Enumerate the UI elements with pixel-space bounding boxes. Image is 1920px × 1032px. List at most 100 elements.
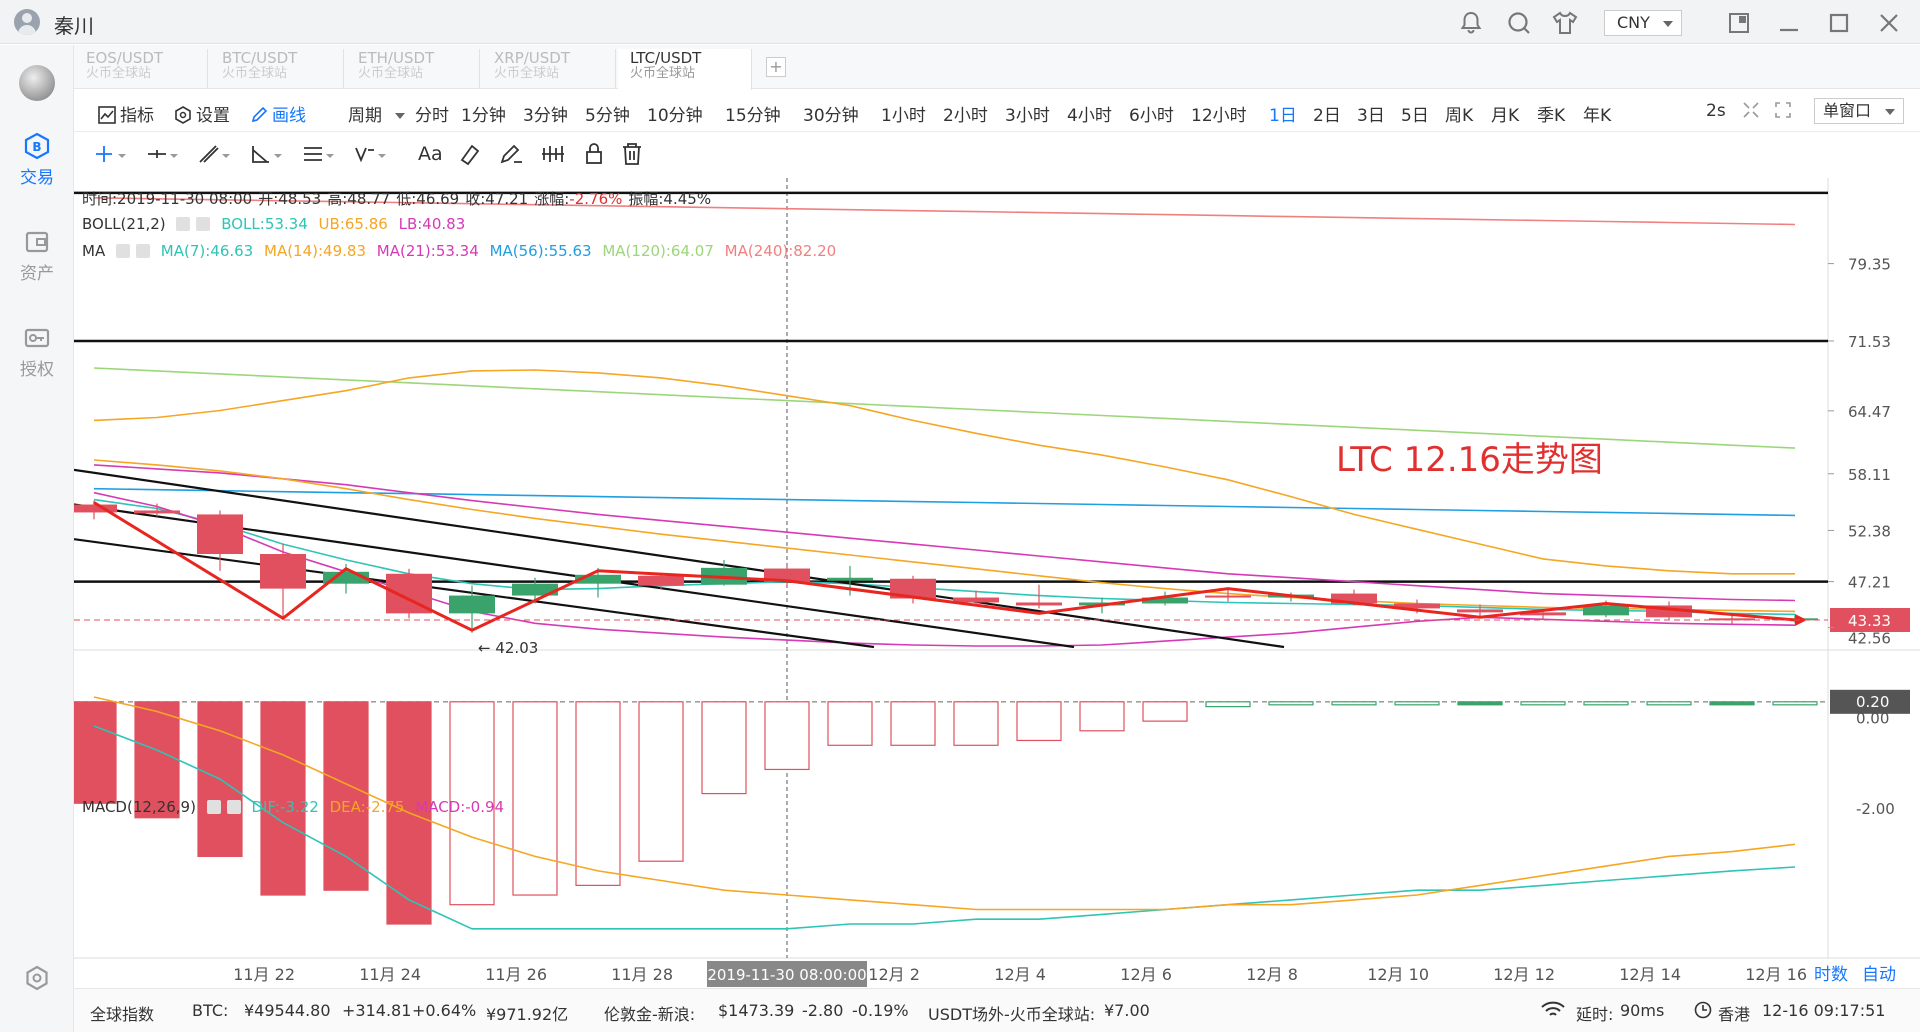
period-dropdown[interactable]: 周期 (348, 101, 406, 126)
indicator-label: 指标 (120, 106, 154, 126)
period-option[interactable]: 3小时 (1005, 106, 1050, 126)
ohlc-info-line: 时间:2019-11-30 08:00 开:48.53 高:48.77 低:46.69… (82, 188, 717, 209)
tab-btc-usdt[interactable]: BTC/USDT 火币全球站 (210, 49, 344, 89)
crosshair-tool[interactable] (94, 142, 128, 166)
indicator-settings-icon[interactable] (115, 244, 130, 258)
period-option[interactable]: 1小时 (881, 106, 926, 126)
time-tick-label: 12月 4 (994, 965, 1046, 984)
add-tab-button[interactable]: + (766, 57, 786, 77)
horizontal-line-tool[interactable] (146, 142, 180, 166)
macd-histogram-bar (1142, 701, 1188, 722)
period-option[interactable]: 季K (1537, 106, 1566, 126)
fibonacci-tool[interactable] (354, 142, 388, 166)
screenshot-icon[interactable] (1774, 101, 1792, 124)
sidebar-item-assets[interactable]: 资产 (0, 229, 74, 284)
period-option[interactable]: 3日 (1357, 106, 1385, 126)
period-option[interactable]: 分时 (415, 106, 449, 126)
bell-icon[interactable] (1458, 10, 1484, 36)
indicator-close-icon[interactable] (196, 217, 211, 231)
parallel-lines-tool[interactable] (302, 142, 336, 166)
draw-label: 画线 (272, 106, 306, 126)
period-option[interactable]: 5日 (1401, 106, 1429, 126)
lock-tool[interactable] (582, 142, 616, 166)
ma7-value: MA(7):46.63 (160, 242, 254, 260)
indicator-close-icon[interactable] (226, 800, 241, 814)
ohlc-change-label: 涨幅: (534, 190, 570, 208)
macd-current-tag (1830, 689, 1910, 714)
shirt-icon[interactable] (1552, 10, 1578, 36)
price-tick-label: 42.56 (1848, 630, 1891, 648)
trend-line-tool[interactable] (198, 142, 232, 166)
period-option[interactable]: 5分钟 (585, 106, 630, 126)
search-icon[interactable] (1506, 10, 1532, 36)
boll-ub-line (93, 369, 1795, 575)
candle-body (1709, 618, 1755, 621)
macd-info-line: MACD(12,26,9) DIF:-3.22 DEA:-2.75 MACD:-… (82, 798, 510, 816)
tab-ltc-usdt[interactable]: LTC/USDT 火币全球站 (618, 49, 752, 90)
indicator-close-icon[interactable] (135, 244, 150, 258)
candle-body (764, 568, 810, 582)
measure-tool[interactable] (540, 142, 574, 166)
period-option[interactable]: 3分钟 (523, 106, 568, 126)
time-tick-label: 12月 8 (1246, 965, 1298, 984)
period-option[interactable]: 15分钟 (725, 106, 781, 126)
sidebar-item-authorize[interactable]: 授权 (0, 325, 74, 380)
window-mode-select[interactable]: 单窗口 (1814, 98, 1904, 124)
settings-button[interactable] (0, 965, 74, 991)
delete-drawings-tool[interactable] (620, 142, 654, 166)
currency-select[interactable]: CNY (1604, 10, 1682, 36)
settings-label: 设置 (196, 106, 230, 126)
close-icon[interactable] (1876, 10, 1902, 36)
gold-price: $1473.39 (718, 1001, 795, 1020)
eraser-tool[interactable] (458, 142, 492, 166)
indicator-button[interactable]: 指标 (98, 101, 154, 126)
candle-body (1520, 612, 1566, 616)
global-index-button[interactable]: 全球指数 (90, 1005, 155, 1024)
period-option[interactable]: 2日 (1313, 106, 1341, 126)
angle-tool[interactable] (250, 142, 284, 166)
period-option[interactable]: 周K (1445, 106, 1474, 126)
trade-icon: B (24, 133, 50, 159)
period-option[interactable]: 1分钟 (461, 106, 506, 126)
tab-eth-usdt[interactable]: ETH/USDT 火币全球站 (346, 49, 480, 89)
lock-icon (586, 143, 602, 164)
user-avatar-icon[interactable] (14, 9, 40, 35)
period-option[interactable]: 4小时 (1067, 106, 1112, 126)
drawing-toolbar: Aa (74, 132, 1920, 176)
tab-pair-name: EOS/USDT (86, 49, 164, 67)
brush-tool[interactable] (498, 142, 532, 166)
indicator-settings-icon[interactable] (176, 217, 191, 231)
period-option[interactable]: 年K (1583, 106, 1612, 126)
restore-window-icon[interactable] (1726, 10, 1752, 36)
period-option[interactable]: 2小时 (943, 106, 988, 126)
draw-line-button[interactable]: 画线 (250, 101, 306, 126)
period-option[interactable]: 12小时 (1191, 106, 1247, 126)
period-option[interactable]: 1日 (1269, 106, 1297, 126)
minimize-icon[interactable] (1776, 10, 1802, 36)
period-option[interactable]: 30分钟 (803, 106, 859, 126)
indicator-settings-icon[interactable] (206, 800, 221, 814)
auto-scale-button[interactable]: 自动 (1862, 965, 1896, 985)
kline-chart-canvas[interactable]: ← 42.03 79.35 71.53 64.47 58.11 52.38 47.21 43.… (74, 178, 1920, 988)
macd-dif-line (93, 725, 1796, 930)
tab-eos-usdt[interactable]: EOS/USDT 火币全球站 (74, 49, 208, 89)
axis-mode-toggle[interactable]: 时数 (1814, 965, 1848, 985)
settings-toolbar-button[interactable]: 设置 (174, 101, 230, 126)
period-option[interactable]: 10分钟 (647, 106, 703, 126)
kline-chart[interactable]: ← 42.03 79.35 71.53 64.47 58.11 52.38 47.21 43.… (74, 178, 1920, 987)
text-tool[interactable]: Aa (418, 142, 452, 166)
crosshair-icon (96, 146, 126, 162)
sidebar-item-trade[interactable]: B 交易 (0, 133, 74, 188)
time-tick-label: 12月 2 (868, 965, 920, 984)
boll-ub: UB:65.86 (318, 215, 388, 233)
period-option[interactable]: 月K (1491, 106, 1520, 126)
tab-xrp-usdt[interactable]: XRP/USDT 火币全球站 (482, 49, 616, 89)
refresh-interval[interactable]: 2s (1706, 101, 1726, 121)
period-option[interactable]: 6小时 (1129, 106, 1174, 126)
price-tick-label: 52.38 (1848, 522, 1891, 540)
maximize-icon[interactable] (1826, 10, 1852, 36)
macd-tick-label: 0.00 (1856, 709, 1889, 727)
collapse-icon[interactable] (1742, 101, 1760, 124)
horizontal-line-icon (148, 150, 178, 158)
ma7-line (93, 498, 1796, 616)
